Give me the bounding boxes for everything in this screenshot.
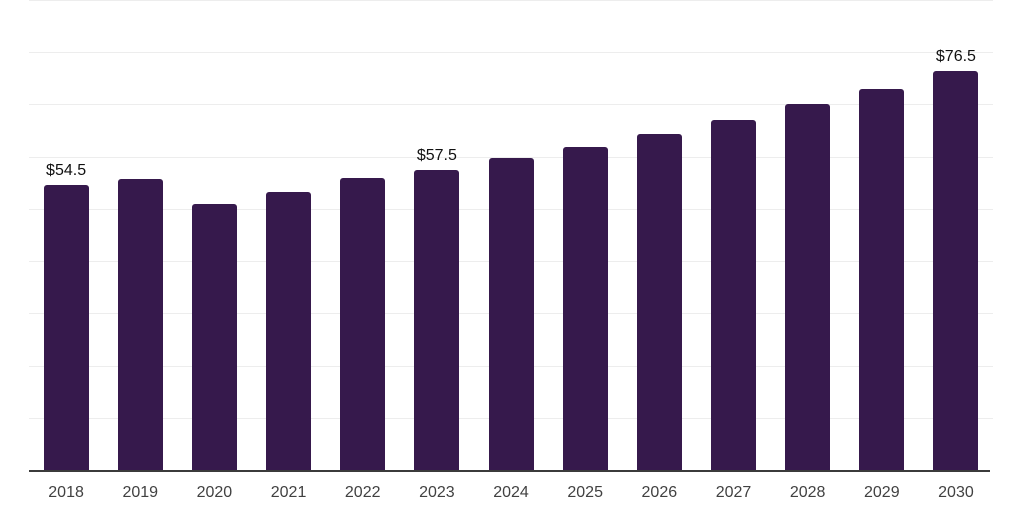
x-tick-2029: 2029 — [864, 484, 900, 501]
value-label-2023: $57.5 — [416, 146, 457, 164]
bar-2022 — [340, 178, 386, 470]
bar-2030 — [933, 70, 979, 470]
x-tick-2020: 2020 — [196, 484, 233, 501]
bar-2025 — [562, 146, 608, 470]
x-tick-2022: 2022 — [344, 484, 381, 501]
bar-2019 — [117, 179, 163, 470]
value-label-2018: $54.5 — [46, 162, 87, 180]
x-tick-2026: 2026 — [641, 484, 678, 501]
bar-2026 — [636, 133, 682, 470]
bar-2029 — [859, 88, 905, 470]
bar-2028 — [785, 104, 831, 470]
plot-area: $54.5 $57.5 $76.5 — [29, 0, 993, 470]
x-tick-2027: 2027 — [715, 484, 752, 501]
bar-2027 — [710, 120, 756, 470]
bar-2020 — [191, 203, 237, 470]
bar-2018 — [43, 185, 89, 470]
x-axis-tick-labels: 2018 2019 2020 2021 2022 2023 2024 2025 2026 2027… — [29, 483, 993, 503]
x-tick-2030: 2030 — [938, 484, 974, 501]
bar-2021 — [266, 191, 312, 470]
x-tick-2018: 2018 — [48, 484, 84, 501]
x-tick-2023: 2023 — [419, 484, 455, 501]
gridline — [29, 156, 993, 158]
value-label-2030: $76.5 — [935, 47, 976, 65]
gridline — [29, 104, 993, 106]
gridline — [29, 0, 993, 1]
x-tick-2025: 2025 — [567, 484, 603, 501]
x-axis-line — [29, 470, 990, 472]
bar-2024 — [488, 157, 534, 470]
x-tick-2028: 2028 — [789, 484, 826, 501]
x-tick-2019: 2019 — [122, 484, 159, 501]
x-tick-2024: 2024 — [493, 484, 529, 501]
x-tick-2021: 2021 — [270, 484, 307, 501]
bar-2023 — [414, 169, 460, 470]
gridline — [29, 52, 993, 54]
